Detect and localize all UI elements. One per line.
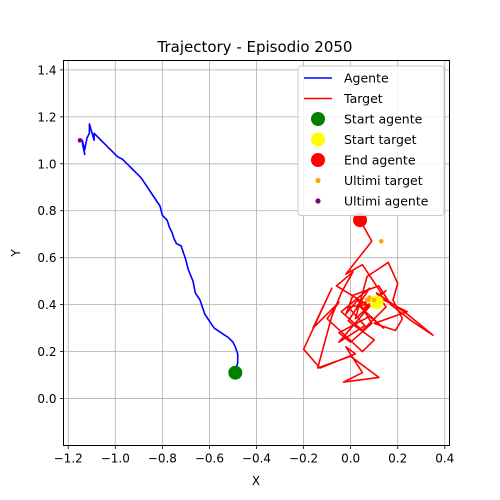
legend-label: Ultimi agente [344,194,429,209]
point-ultimi-agente [77,138,83,143]
legend-swatch [311,153,325,167]
chart-title: Trajectory - Episodio 2050 [157,38,353,56]
legend-label: Start target [344,132,417,147]
y-tick-label: 1.4 [37,63,56,77]
point-ultimi-target [371,297,377,303]
legend-box [297,65,445,216]
x-tick-label: −0.4 [242,452,271,466]
series-target-line [302,219,434,383]
legend-label: Start agente [344,112,423,127]
axis-ticks: −1.2 −1.0 −0.8 −0.6 −0.4 −0.2 0.0 0.2 0.4 0.0 0.2 0… [37,63,454,465]
legend: Agente Target Start agente Start target End … [297,65,445,216]
legend-swatch [315,177,321,184]
y-tick-label: 0.8 [37,204,56,218]
legend-label: End agente [344,153,416,168]
y-tick-label: 0.0 [37,392,56,406]
legend-swatch [311,132,325,147]
x-tick-label: −1.0 [101,452,130,466]
x-tick-label: 0.0 [341,452,360,466]
point-ultimi-target [378,238,384,244]
y-axis-label: Y [9,249,23,258]
plot-series [77,123,434,383]
x-tick-label: −0.6 [195,452,224,466]
series-agente-line [81,123,239,371]
y-tick-label: 1.0 [37,157,56,171]
x-tick-label: 0.2 [388,452,407,466]
point-ultimi-target [367,295,372,300]
legend-swatch [315,198,321,204]
point-end-agente [353,213,368,228]
x-tick-label: 0.4 [435,452,454,466]
x-tick-label: −0.8 [148,452,177,466]
legend-label: Agente [344,71,389,86]
point-start-agente [228,365,243,380]
x-tick-label: −0.2 [289,452,318,466]
y-tick-label: 0.2 [37,345,56,359]
x-axis-label: X [252,474,260,488]
x-tick-label: −1.2 [54,452,83,466]
y-tick-label: 0.6 [37,251,56,265]
legend-swatch [311,112,325,126]
legend-label: Ultimi target [344,173,423,188]
legend-label: Target [343,91,383,106]
y-tick-label: 0.4 [37,298,56,312]
y-tick-label: 1.2 [37,110,56,124]
